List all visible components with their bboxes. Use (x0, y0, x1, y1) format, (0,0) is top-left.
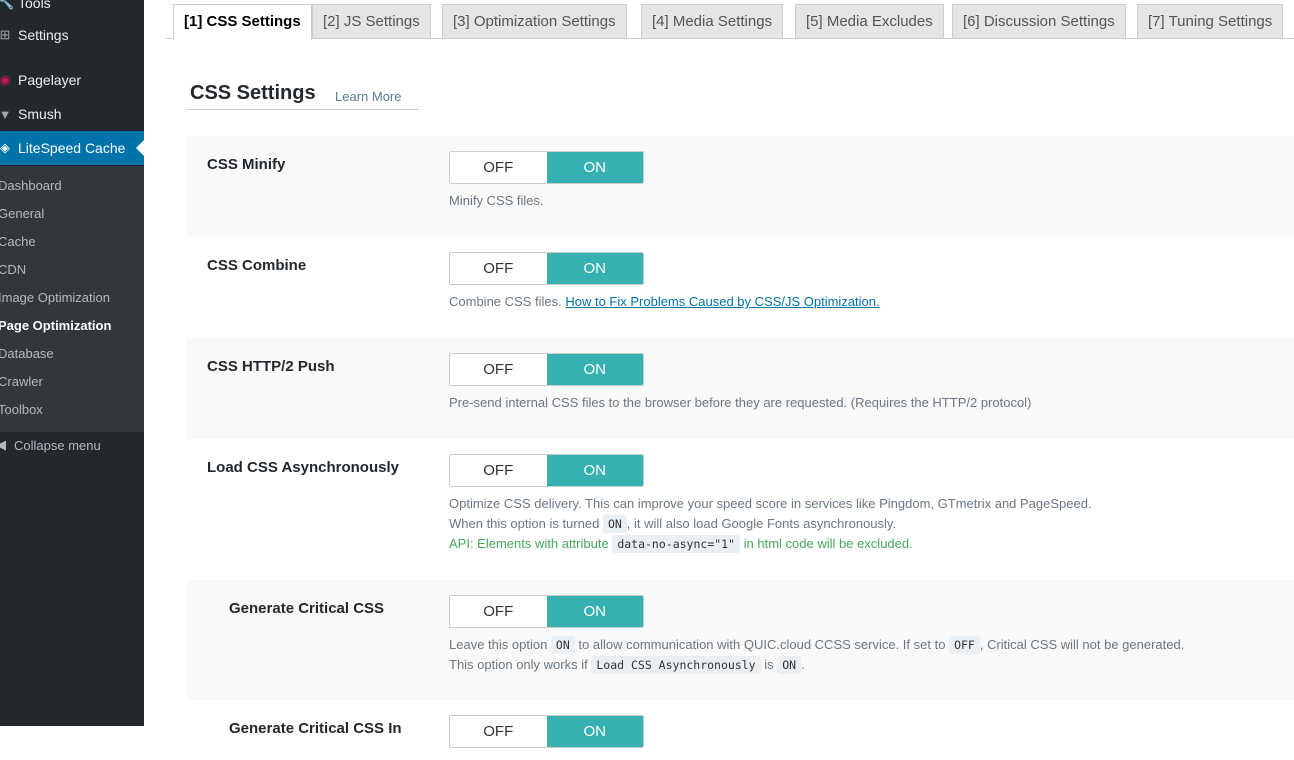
t: Leave this option (449, 637, 548, 652)
tab-media-excludes[interactable]: [5] Media Excludes (795, 4, 944, 39)
submenu-general[interactable]: General (0, 206, 45, 221)
submenu-cache[interactable]: Cache (0, 234, 36, 249)
t: When this option is turned (449, 516, 600, 531)
collapse-icon: ◀ (0, 437, 6, 452)
t: API: Elements with attribute (449, 536, 609, 551)
off-option[interactable]: OFF (450, 716, 547, 747)
load-css-async-toggle[interactable]: OFF ON (449, 454, 644, 487)
tab-optimization-settings[interactable]: [3] Optimization Settings (442, 4, 627, 39)
generate-critical-css-in-toggle[interactable]: OFF ON (449, 715, 644, 748)
settings-icon: ⊞ (0, 27, 11, 42)
setting-generate-critical-css: Generate Critical CSS OFF ON Leave this o… (187, 580, 1294, 700)
desc-text: Combine CSS files. (449, 294, 562, 309)
code: ON (777, 656, 802, 674)
css-minify-toggle[interactable]: OFF ON (449, 151, 644, 184)
admin-sidebar: 🔧 Tools ⊞ Settings ◉ Pagelayer ▼ Smush ◈ Lite… (0, 0, 144, 726)
t: , Critical CSS will not be generated. (979, 637, 1185, 652)
setting-css-minify: CSS Minify OFF ON Minify CSS files. (187, 136, 1294, 237)
tab-media-settings[interactable]: [4] Media Settings (641, 4, 784, 39)
settings-tabs: [1] CSS Settings [2] JS Settings [3] Opt… (166, 0, 1294, 40)
on-option[interactable]: ON (546, 253, 643, 284)
off-option[interactable]: OFF (450, 152, 547, 183)
submenu-toolbox[interactable]: Toolbox (0, 402, 43, 417)
tab-js-settings[interactable]: [2] JS Settings (312, 4, 431, 39)
setting-label: CSS Minify (207, 156, 286, 173)
code-on: ON (602, 515, 627, 533)
setting-css-http2-push: CSS HTTP/2 Push OFF ON Pre-send internal … (187, 338, 1294, 439)
learn-more-link[interactable]: Learn More (335, 89, 402, 104)
section-header: CSS Settings Learn More (187, 82, 419, 110)
smush-icon: ▼ (0, 106, 12, 122)
off-option[interactable]: OFF (450, 596, 547, 627)
on-option[interactable]: ON (546, 354, 643, 385)
t: . (801, 657, 805, 672)
tab-discussion-settings[interactable]: [6] Discussion Settings (952, 4, 1126, 39)
pagelayer-icon: ◉ (0, 72, 11, 87)
submenu-image-optimization[interactable]: Image Optimization (0, 290, 110, 305)
t: to allow communication with QUIC.cloud C… (578, 637, 946, 652)
setting-description: Pre-send internal CSS files to the brows… (449, 395, 1032, 410)
submenu-database[interactable]: Database (0, 346, 54, 361)
setting-load-css-async: Load CSS Asynchronously OFF ON Optimize C… (187, 439, 1294, 580)
setting-description: Optimize CSS delivery. This can improve … (449, 496, 1092, 511)
generate-critical-css-toggle[interactable]: OFF ON (449, 595, 644, 628)
submenu-page-optimization[interactable]: Page Optimization (0, 318, 112, 333)
tab-css-settings[interactable]: [1] CSS Settings (173, 4, 312, 40)
setting-label: Generate Critical CSS In (229, 720, 402, 737)
code-attr: data-no-async="1" (612, 535, 741, 553)
menu-pagelayer[interactable]: ◉ Pagelayer (0, 72, 82, 88)
setting-description-2: This option only works if Load CSS Async… (449, 655, 805, 675)
collapse-menu-button[interactable]: ◀ Collapse menu (0, 437, 101, 453)
wrench-icon: 🔧 (0, 0, 15, 10)
on-option[interactable]: ON (546, 716, 643, 747)
submenu-cdn[interactable]: CDN (0, 262, 27, 277)
setting-css-combine: CSS Combine OFF ON Combine CSS files. How… (187, 237, 1294, 338)
t: in html code will be excluded. (743, 536, 913, 551)
menu-tools[interactable]: 🔧 Tools (0, 0, 144, 20)
setting-label: CSS HTTP/2 Push (207, 358, 335, 375)
off-option[interactable]: OFF (450, 455, 547, 486)
t: This option only works if (449, 657, 588, 672)
menu-smush[interactable]: ▼ Smush (0, 106, 62, 122)
setting-description: Combine CSS files. How to Fix Problems C… (449, 292, 880, 312)
on-option[interactable]: ON (546, 596, 643, 627)
setting-description-2: When this option is turned ON, it will a… (449, 514, 896, 534)
setting-description: Minify CSS files. (449, 193, 544, 208)
on-option[interactable]: ON (546, 152, 643, 183)
off-option[interactable]: OFF (450, 253, 547, 284)
setting-generate-critical-css-in: Generate Critical CSS In OFF ON (187, 700, 1294, 760)
t: , it will also load Google Fonts asynchr… (626, 516, 897, 531)
css-combine-toggle[interactable]: OFF ON (449, 252, 644, 285)
code: OFF (949, 636, 980, 654)
submenu-dashboard[interactable]: Dashboard (0, 178, 62, 193)
off-option[interactable]: OFF (450, 354, 547, 385)
litespeed-submenu: Dashboard General Cache CDN Image Optimi… (0, 166, 144, 432)
section-title: CSS Settings (190, 82, 316, 104)
menu-litespeed-cache[interactable]: ◈ LiteSpeed Cache (0, 131, 144, 165)
api-note: API: Elements with attribute data-no-asy… (449, 534, 913, 554)
submenu-crawler[interactable]: Crawler (0, 374, 43, 389)
setting-label: Generate Critical CSS (229, 600, 385, 617)
fix-problems-link[interactable]: How to Fix Problems Caused by CSS/JS Opt… (565, 294, 880, 309)
on-option[interactable]: ON (546, 455, 643, 486)
setting-description: Leave this option ON to allow communicat… (449, 635, 1184, 655)
code: ON (550, 636, 575, 654)
setting-label: Load CSS Asynchronously (207, 459, 399, 476)
tab-tuning-settings[interactable]: [7] Tuning Settings (1137, 4, 1284, 39)
t: is (764, 657, 774, 672)
litespeed-icon: ◈ (0, 140, 10, 155)
code: Load CSS Asynchronously (591, 656, 761, 674)
setting-label: CSS Combine (207, 257, 307, 274)
menu-settings[interactable]: ⊞ Settings (0, 27, 69, 43)
css-http2-push-toggle[interactable]: OFF ON (449, 353, 644, 386)
